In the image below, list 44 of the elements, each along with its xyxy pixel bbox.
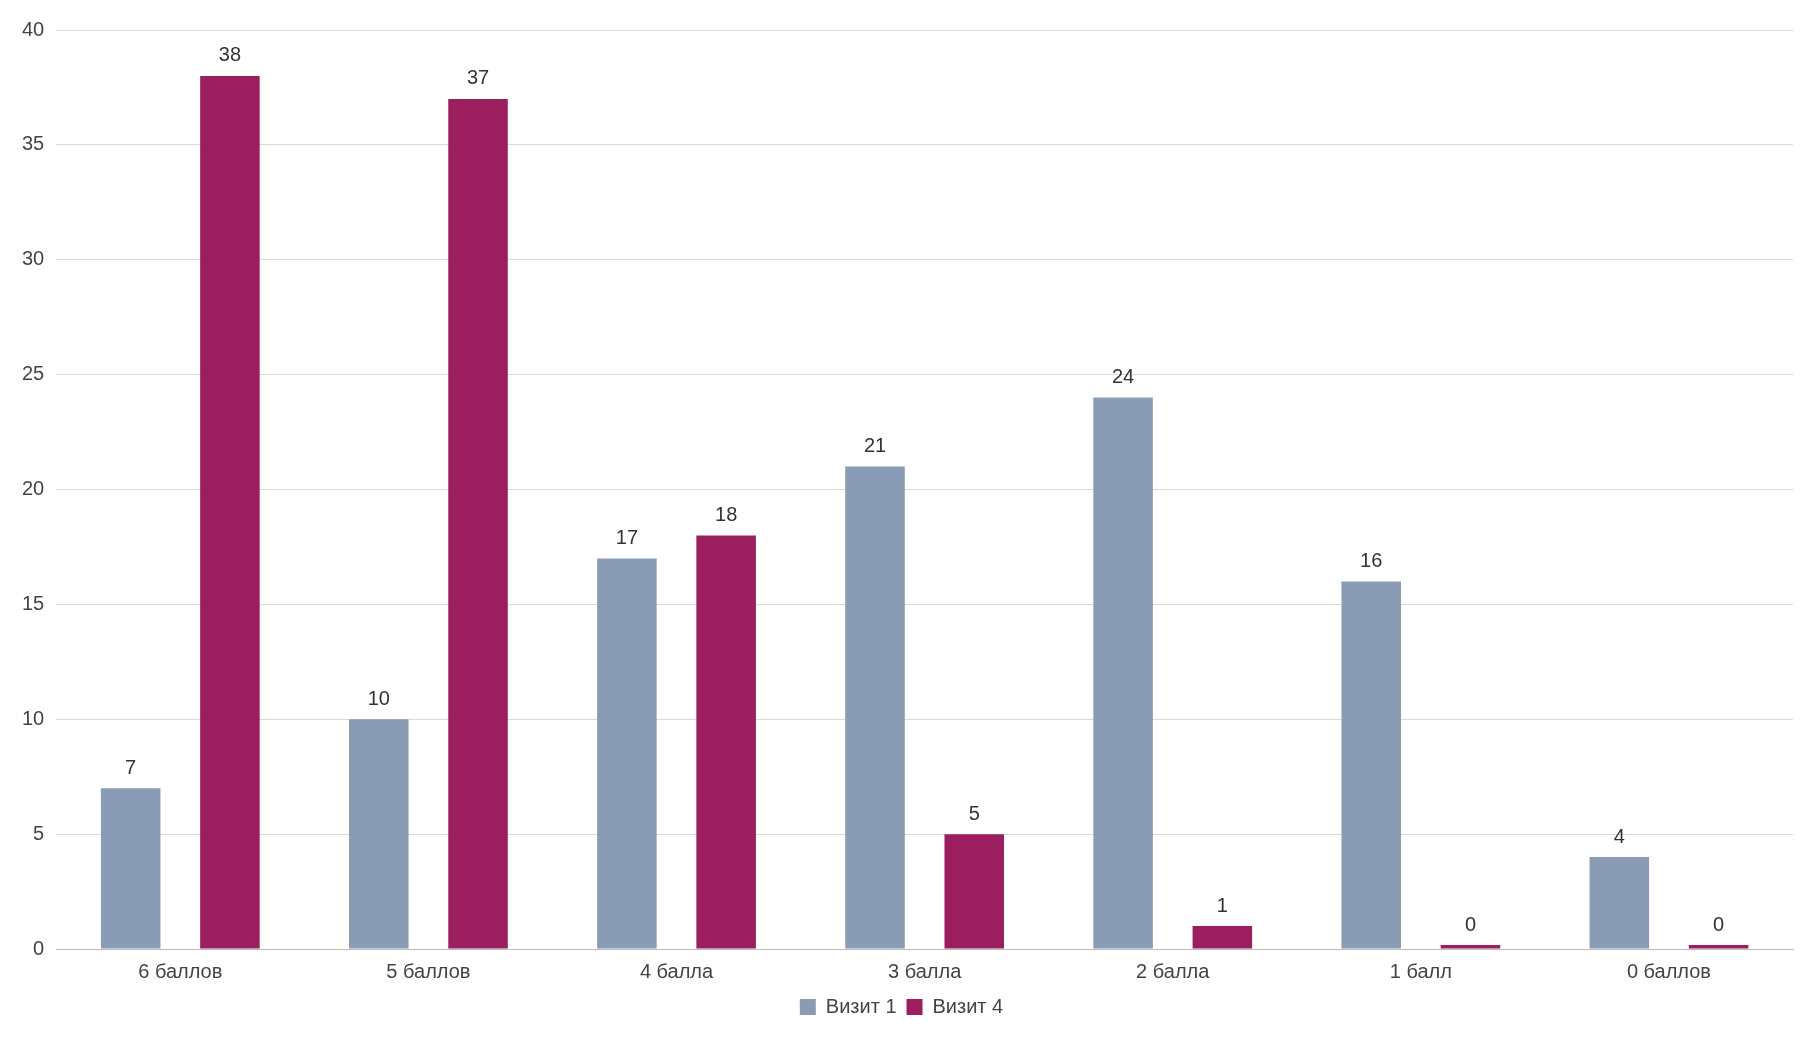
bar (1093, 397, 1153, 949)
bar (696, 535, 756, 949)
bar (1192, 926, 1253, 949)
bar (200, 75, 260, 949)
bar (597, 558, 657, 949)
data-label: 0 (1713, 912, 1725, 935)
data-label: 4 (1613, 824, 1625, 847)
data-label: 38 (218, 43, 242, 66)
bar (1589, 857, 1650, 949)
data-label: 18 (715, 502, 738, 525)
data-label: 0 (1464, 912, 1477, 935)
y-tick-label: 15 (22, 591, 45, 614)
data-label: 1 (1216, 893, 1228, 916)
data-label: 7 (125, 755, 137, 778)
y-tick-label: 5 (33, 821, 45, 844)
data-label: 5 (968, 801, 980, 824)
bar (944, 834, 1005, 949)
bar (100, 788, 161, 949)
x-tick-label: 2 балла (1136, 959, 1211, 982)
x-tick-label: 3 балла (887, 959, 963, 982)
y-tick-label: 0 (33, 936, 45, 959)
bar (349, 719, 409, 949)
data-label: 10 (367, 686, 390, 709)
data-label: 24 (1111, 365, 1135, 388)
y-tick-label: 10 (22, 706, 45, 729)
x-tick-label: 6 баллов (138, 959, 223, 982)
y-tick-label: 35 (22, 132, 45, 155)
legend-label: Визит 1 (825, 994, 897, 1017)
bar (845, 466, 905, 949)
bar (1341, 581, 1401, 949)
x-tick-label: 4 балла (639, 959, 715, 982)
y-tick-label: 40 (22, 17, 45, 40)
data-label: 16 (1360, 548, 1383, 571)
x-tick-label: 0 баллов (1626, 959, 1712, 982)
bar (448, 98, 508, 949)
legend-label: Визит 4 (932, 994, 1004, 1017)
y-tick-label: 20 (22, 477, 45, 500)
y-tick-label: 25 (22, 362, 45, 385)
y-tick-label: 30 (22, 247, 45, 270)
data-label: 37 (466, 66, 490, 89)
x-tick-label: 1 балл (1389, 959, 1452, 982)
data-label: 21 (863, 434, 887, 457)
x-tick-label: 5 баллов (386, 959, 471, 982)
data-label: 17 (615, 525, 639, 548)
